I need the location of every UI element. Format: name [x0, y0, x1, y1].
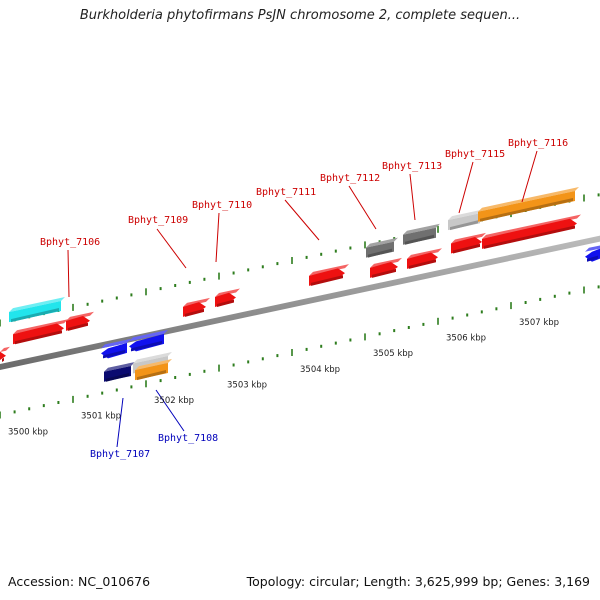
feature-red[interactable]	[451, 232, 486, 254]
scale-label: 3505 kbp	[373, 349, 413, 359]
feature-red[interactable]	[309, 264, 349, 286]
gene-label[interactable]: Bphyt_7111	[256, 187, 316, 198]
feature-gray[interactable]	[366, 237, 398, 258]
feature-lightgray[interactable]	[448, 209, 484, 231]
gene-leader-line	[521, 150, 538, 203]
feature-orange[interactable]	[135, 359, 172, 381]
scale-label: 3503 kbp	[227, 380, 267, 390]
gene-label[interactable]: Bphyt_7115	[445, 149, 505, 160]
gene-leader-line	[458, 161, 474, 214]
feature-blue[interactable]	[129, 329, 168, 352]
gene-leader-line	[156, 228, 187, 269]
chromosome-axis	[0, 235, 600, 370]
gene-leader-line	[348, 185, 377, 230]
scale-label: 3507 kbp	[519, 318, 559, 328]
scale-label: 3502 kbp	[154, 396, 194, 406]
gene-label[interactable]: Bphyt_7110	[192, 200, 252, 211]
gene-label[interactable]: Bphyt_7107	[90, 449, 150, 460]
gene-leader-line	[155, 389, 185, 432]
feature-red[interactable]	[407, 248, 442, 269]
gene-label[interactable]: Bphyt_7108	[158, 433, 218, 444]
scale-label: 3504 kbp	[300, 365, 340, 375]
genome-summary: Topology: circular; Length: 3,625,999 bp…	[246, 574, 590, 589]
feature-orange[interactable]	[478, 186, 579, 222]
gene-label[interactable]: Bphyt_7109	[128, 215, 188, 226]
feature-red[interactable]	[66, 311, 94, 331]
feature-navy[interactable]	[104, 361, 135, 382]
feature-blue[interactable]	[101, 338, 131, 359]
feature-red[interactable]	[0, 346, 10, 362]
map-title: Burkholderia phytofirmans PsJN chromosom…	[79, 8, 521, 23]
gene-leader-line	[67, 249, 70, 298]
gene-label[interactable]: Bphyt_7112	[320, 173, 380, 184]
feature-red[interactable]	[370, 257, 402, 278]
feature-blue[interactable]	[585, 245, 600, 262]
gene-leader-line	[215, 212, 220, 263]
feature-red[interactable]	[13, 319, 68, 345]
gene-label[interactable]: Bphyt_7113	[382, 161, 442, 172]
feature-red[interactable]	[215, 288, 240, 307]
gene-leader-line	[284, 199, 320, 241]
scale-label: 3506 kbp	[446, 334, 486, 344]
gene-label[interactable]: Bphyt_7106	[40, 237, 100, 248]
scale-label: 3500 kbp	[8, 427, 48, 437]
scale-label: 3501 kbp	[81, 412, 121, 422]
feature-cyan[interactable]	[9, 296, 65, 323]
feature-gray[interactable]	[403, 223, 440, 245]
accession-label: Accession: NC_010676	[8, 574, 151, 589]
feature-red[interactable]	[482, 214, 581, 249]
gene-leader-line	[116, 397, 124, 448]
gene-label[interactable]: Bphyt_7116	[508, 138, 568, 149]
gene-leader-line	[409, 173, 416, 221]
feature-red[interactable]	[183, 297, 210, 317]
